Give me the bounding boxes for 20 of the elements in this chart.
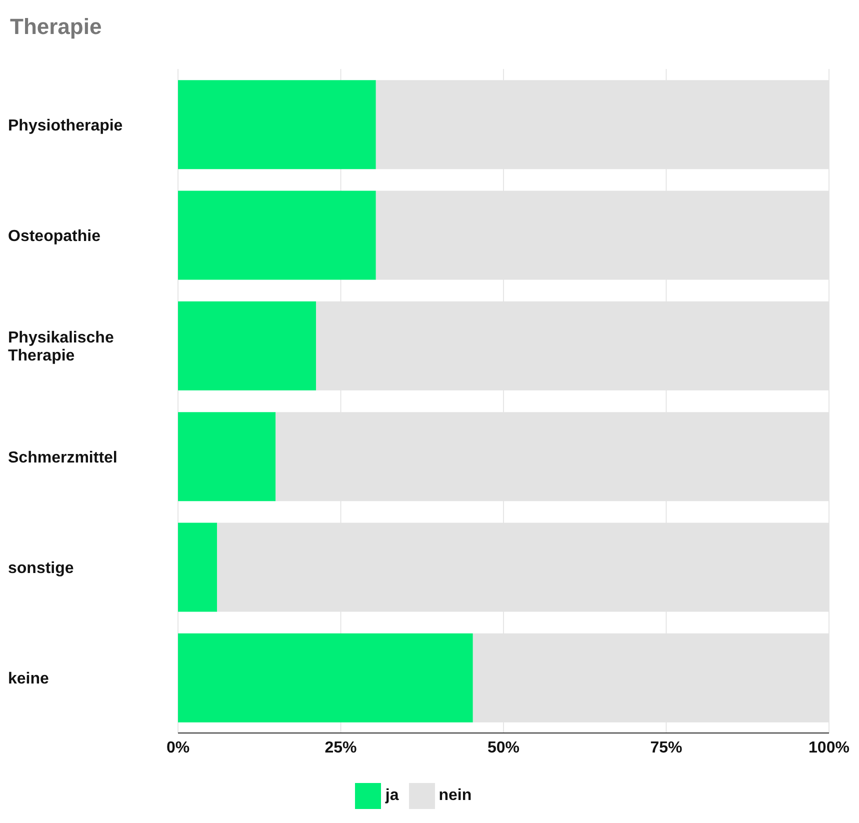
y-tick-label: Physikalische Therapie [8, 330, 114, 365]
y-tick-label: Osteopathie [8, 228, 101, 245]
x-tick-label: 0% [166, 739, 190, 756]
y-tick-label: sonstige [8, 560, 74, 577]
x-tick-label: 50% [487, 739, 520, 756]
x-tick-label: 100% [808, 739, 850, 756]
bar [178, 522, 218, 612]
y-tick-label: keine [8, 670, 50, 688]
bar [178, 412, 276, 502]
legend-label: nein [438, 787, 472, 804]
y-tick-label: Physiotherapie [8, 117, 123, 134]
y-tick-label: Schmerzmittel [8, 449, 118, 466]
bar [178, 633, 473, 722]
bar [178, 301, 316, 390]
x-tick-label: 25% [324, 739, 357, 756]
legend-label: ja [385, 787, 399, 804]
bar [178, 190, 376, 280]
x-tick-label: 75% [650, 739, 682, 756]
bar [178, 80, 376, 170]
chart-title: Therapie [9, 13, 103, 41]
